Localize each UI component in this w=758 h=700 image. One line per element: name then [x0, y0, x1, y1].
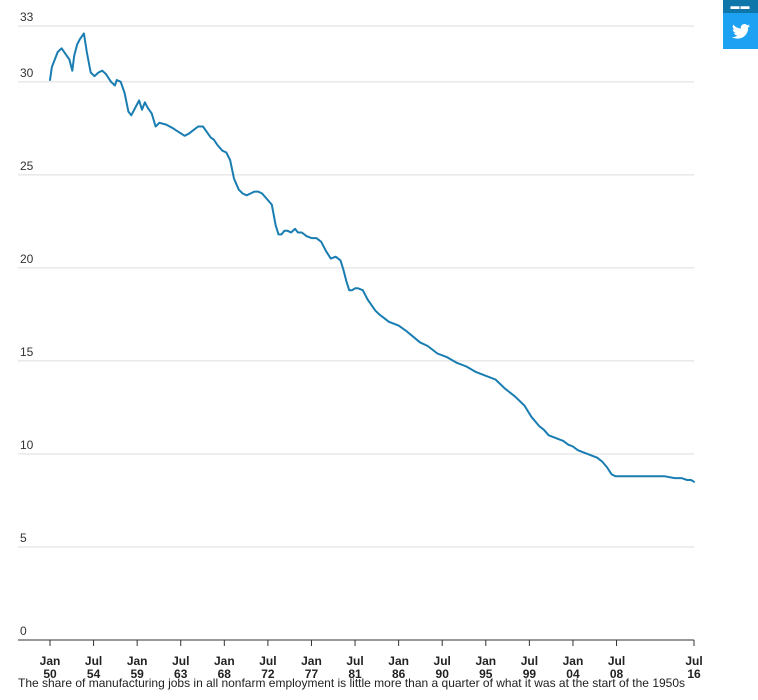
series-group: [49, 32, 695, 483]
linkedin-icon: ▬▬: [730, 1, 751, 11]
twitter-icon: [731, 23, 750, 39]
x-tick-label: Jul 63: [172, 654, 189, 681]
chart-caption: The share of manufacturing jobs in all n…: [18, 676, 686, 690]
y-tick-label: 25: [20, 159, 34, 173]
x-tick-label: Jan 04: [563, 654, 584, 681]
x-tick-label: Jul 08: [608, 654, 625, 681]
y-axis-tick-labels: 0 5 10 15 20 25 30 33: [20, 10, 34, 638]
y-tick-label: 33: [20, 10, 34, 24]
x-tick-label: Jul 81: [346, 654, 363, 681]
y-tick-label: 15: [20, 345, 34, 359]
x-tick-label: Jul 90: [434, 654, 451, 681]
y-tick-label: 5: [20, 531, 27, 545]
x-tick-label: Jan 95: [475, 654, 496, 681]
x-tick-label: Jul 16: [685, 654, 702, 681]
x-tick-label: Jan 50: [40, 654, 61, 681]
x-tick-label: Jul 72: [259, 654, 276, 681]
x-tick-label: Jul 54: [85, 654, 102, 681]
y-tick-label: 20: [20, 252, 34, 266]
y-tick-label: 0: [20, 624, 27, 638]
gridlines: [18, 25, 694, 548]
twitter-share-button[interactable]: [723, 13, 758, 49]
x-axis: Jan 50 Jul 54 Jan 59 Jul 63 Jan 68 Jul 72 Jan 77 Jul 81…: [18, 639, 703, 681]
series-line: [49, 32, 695, 483]
x-tick-label: Jan 86: [388, 654, 409, 681]
x-tick-label: Jan 68: [214, 654, 235, 681]
x-tick-label: Jan 77: [301, 654, 322, 681]
y-tick-label: 10: [20, 438, 34, 452]
x-tick-label: Jan 59: [127, 654, 148, 681]
x-tick-label: Jul 99: [521, 654, 538, 681]
linkedin-share-button[interactable]: ▬▬: [723, 0, 758, 13]
y-tick-label: 30: [20, 66, 34, 80]
